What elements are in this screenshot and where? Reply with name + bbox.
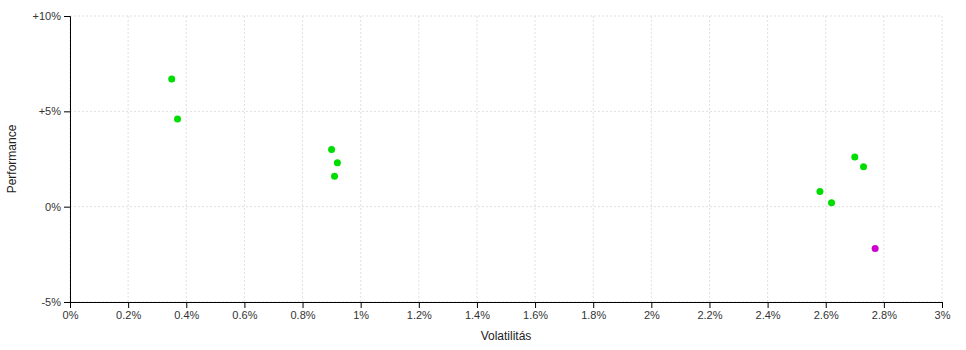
- grid-line: [302, 16, 303, 302]
- grid-line: [709, 16, 710, 302]
- x-axis-title: Volatilitás: [481, 329, 532, 343]
- tick-mark: [593, 302, 594, 308]
- axis-line: [64, 17, 71, 303]
- grid-line: [70, 206, 942, 207]
- tick-label: 2.4%: [756, 309, 781, 321]
- tick: 0%: [45, 201, 70, 213]
- y-axis-title: Performance: [5, 124, 19, 193]
- tick-label: 2.2%: [697, 309, 722, 321]
- series: [872, 245, 879, 252]
- tick-mark: [826, 302, 827, 308]
- grid-line: [70, 111, 942, 112]
- axis-line: [71, 303, 943, 309]
- tick-mark: [651, 302, 652, 308]
- tick: 1.2%: [407, 302, 432, 321]
- tick-mark: [186, 302, 187, 308]
- tick: 2.8%: [872, 302, 897, 321]
- tick-mark: [64, 302, 70, 303]
- grid-line: [593, 16, 594, 302]
- point: [816, 188, 823, 195]
- tick-label: 1.8%: [581, 309, 606, 321]
- tick-label: 0.8%: [290, 309, 315, 321]
- tick-label: 2.6%: [814, 309, 839, 321]
- tick: 2.6%: [814, 302, 839, 321]
- tick: 0.8%: [290, 302, 315, 321]
- tick-label: 1.4%: [465, 309, 490, 321]
- tick-mark: [477, 302, 478, 308]
- tick-label: +5%: [39, 105, 62, 117]
- tick-mark: [128, 302, 129, 308]
- tick: 1%: [353, 302, 369, 321]
- tick-label: 0%: [45, 201, 61, 213]
- point: [174, 115, 181, 122]
- tick-label: -5%: [41, 296, 61, 308]
- tick-mark: [303, 302, 304, 308]
- tick: +10%: [33, 10, 70, 22]
- point: [168, 75, 175, 82]
- tick: 3%: [935, 302, 951, 321]
- y-axis: -5% 0% +5% +10%: [33, 10, 71, 308]
- tick: 0.6%: [232, 302, 257, 321]
- grid-line: [186, 16, 187, 302]
- tick: 2%: [644, 302, 660, 321]
- grid-line: [767, 16, 768, 302]
- tick-mark: [64, 111, 70, 112]
- grid-line: [128, 16, 129, 302]
- grid-line: [942, 16, 943, 302]
- tick-label: 3%: [935, 309, 951, 321]
- plot: 0% 0.2% 0.4% 0.6% 0.8% 1% 1.2% 1.4% 1.6% 1.8% 2% 2.…: [33, 10, 951, 321]
- grid-line: [535, 16, 536, 302]
- point: [334, 159, 341, 166]
- grid-line: [418, 16, 419, 302]
- tick-label: 1.6%: [523, 309, 548, 321]
- chart: 0% 0.2% 0.4% 0.6% 0.8% 1% 1.2% 1.4% 1.6% 1.8% 2% 2.…: [0, 0, 966, 350]
- tick: +5%: [39, 105, 70, 117]
- grid-line: [244, 16, 245, 302]
- tick-mark: [942, 302, 943, 308]
- tick-label: 0.4%: [174, 309, 199, 321]
- series: [168, 75, 867, 206]
- tick-label: 0.2%: [116, 309, 141, 321]
- tick-mark: [535, 302, 536, 308]
- grid-line: [476, 16, 477, 302]
- grid-line: [883, 16, 884, 302]
- tick: 2.2%: [697, 302, 722, 321]
- tick-mark: [64, 16, 70, 17]
- tick: 0.2%: [116, 302, 141, 321]
- tick: 0%: [63, 302, 79, 321]
- x-axis: 0% 0.2% 0.4% 0.6% 0.8% 1% 1.2% 1.4% 1.6% 1.8% 2% 2.…: [63, 302, 951, 321]
- tick-mark: [768, 302, 769, 308]
- grid-line: [70, 16, 942, 17]
- tick-mark: [419, 302, 420, 308]
- point: [331, 173, 338, 180]
- tick-label: 0%: [63, 309, 79, 321]
- tick-label: 0.6%: [232, 309, 257, 321]
- tick-label: 2.8%: [872, 309, 897, 321]
- tick-mark: [361, 302, 362, 308]
- tick: 1.6%: [523, 302, 548, 321]
- tick: -5%: [41, 296, 70, 308]
- grid-line: [825, 16, 826, 302]
- point: [828, 199, 835, 206]
- point: [328, 146, 335, 153]
- tick-label: 1.2%: [407, 309, 432, 321]
- point: [860, 163, 867, 170]
- tick: 0.4%: [174, 302, 199, 321]
- point: [872, 245, 879, 252]
- grid-line: [651, 16, 652, 302]
- marks: [168, 75, 878, 252]
- tick-mark: [244, 302, 245, 308]
- point: [851, 154, 858, 161]
- tick: 2.4%: [756, 302, 781, 321]
- tick-label: +10%: [33, 10, 62, 22]
- grid: [70, 16, 942, 302]
- tick-mark: [709, 302, 710, 308]
- grid-line: [360, 16, 361, 302]
- tick: 1.4%: [465, 302, 490, 321]
- tick-mark: [64, 207, 70, 208]
- tick-mark: [884, 302, 885, 308]
- tick-label: 1%: [353, 309, 369, 321]
- tick: 1.8%: [581, 302, 606, 321]
- tick-label: 2%: [644, 309, 660, 321]
